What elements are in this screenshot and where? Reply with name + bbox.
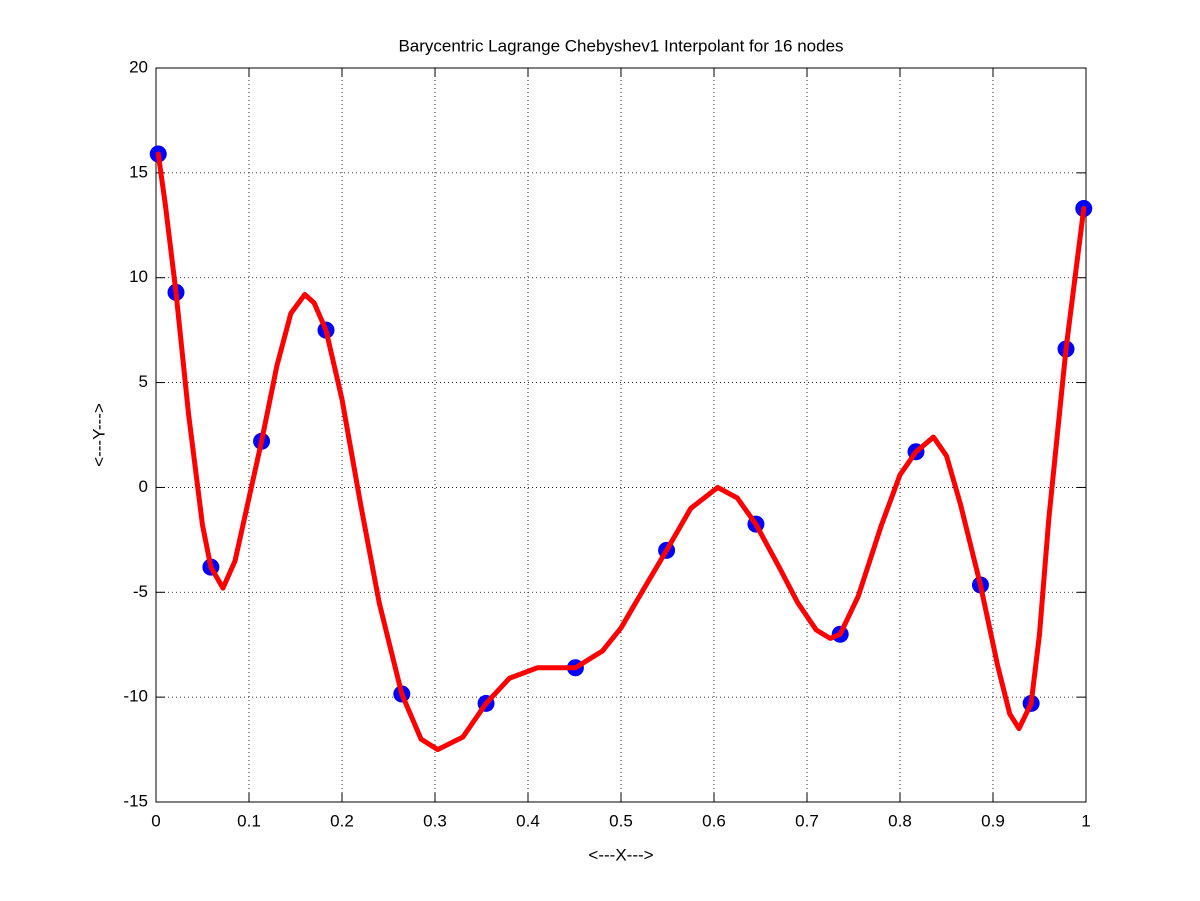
y-tick-label: -5	[133, 582, 148, 601]
y-axis-label: <---Y--->	[89, 403, 108, 467]
interpolant-line	[155, 151, 1087, 753]
x-tick-label: 0.3	[423, 811, 447, 830]
x-tick-label: 0.1	[237, 811, 261, 830]
x-axis-label: <---X--->	[588, 845, 653, 864]
x-tick-label: 0.9	[981, 811, 1005, 830]
x-tick-label: 0.6	[702, 811, 726, 830]
x-tick-label: 0.5	[609, 811, 633, 830]
y-tick-label: -10	[123, 687, 148, 706]
x-tick-label: 0	[151, 811, 160, 830]
chart-title: Barycentric Lagrange Chebyshev1 Interpol…	[398, 36, 843, 55]
y-tick-label: 20	[129, 57, 148, 76]
y-tick-label: -15	[123, 791, 148, 810]
y-tick-label: 5	[139, 372, 148, 391]
y-tick-label: 0	[139, 477, 148, 496]
x-tick-label: 0.2	[330, 811, 354, 830]
x-tick-label: 1	[1081, 811, 1090, 830]
y-tick-label: 10	[129, 267, 148, 286]
plot-frame	[155, 67, 1087, 803]
y-tick-label: 15	[129, 162, 148, 181]
x-tick-label: 0.7	[795, 811, 819, 830]
x-tick-label: 0.8	[888, 811, 912, 830]
x-tick-label: 0.4	[516, 811, 540, 830]
